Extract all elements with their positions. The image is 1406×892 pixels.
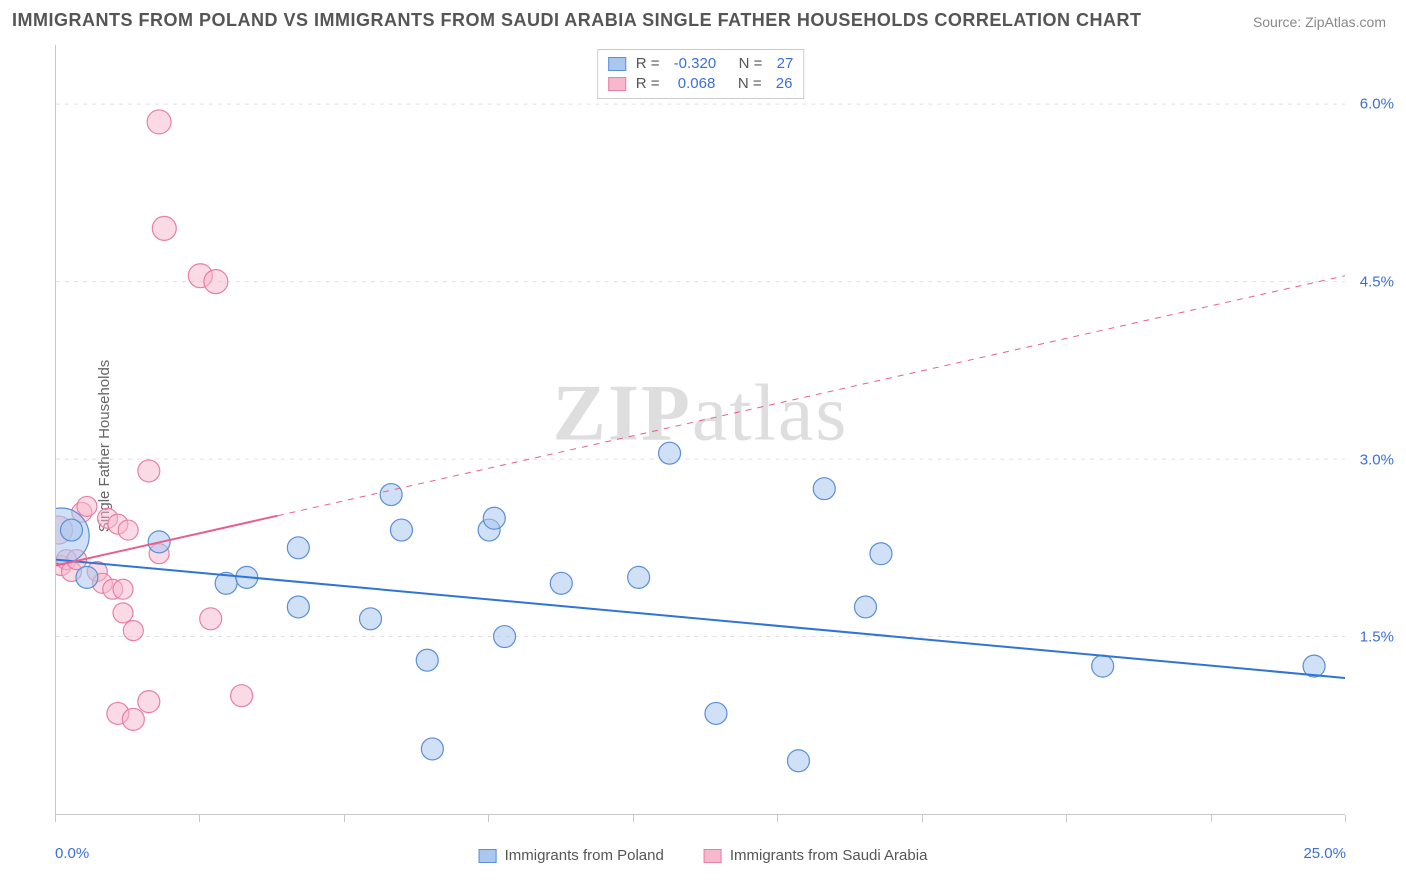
chart-title: IMMIGRANTS FROM POLAND VS IMMIGRANTS FRO…	[12, 10, 1141, 31]
legend-n-value: 26	[776, 74, 793, 94]
x-tick-label-min: 0.0%	[55, 845, 89, 862]
legend-bottom: Immigrants from Poland Immigrants from S…	[479, 847, 928, 864]
x-tick	[55, 815, 56, 822]
swatch-series-0	[608, 57, 626, 71]
source-label: Source: ZipAtlas.com	[1253, 14, 1386, 30]
x-tick	[1345, 815, 1346, 822]
x-tick	[922, 815, 923, 822]
swatch-series-1	[608, 77, 626, 91]
plot-area: R = -0.320 N = 27 R = 0.068 N = 26 ZIPat…	[55, 45, 1345, 815]
legend-r-label: R =	[636, 54, 664, 74]
legend-r-value: -0.320	[674, 54, 717, 74]
legend-stats-row: R = -0.320 N = 27	[608, 54, 794, 74]
y-tick-label: 1.5%	[1360, 629, 1394, 646]
y-tick-label: 4.5%	[1360, 273, 1394, 290]
legend-n-label: N =	[725, 74, 765, 94]
legend-n-value: 27	[777, 54, 794, 74]
y-tick-label: 6.0%	[1360, 96, 1394, 113]
x-tick	[633, 815, 634, 822]
x-tick-label-max: 25.0%	[1303, 845, 1346, 862]
legend-n-label: N =	[726, 54, 766, 74]
legend-stats: R = -0.320 N = 27 R = 0.068 N = 26	[597, 49, 805, 99]
x-tick	[344, 815, 345, 822]
x-tick	[199, 815, 200, 822]
legend-r-label: R =	[636, 74, 664, 94]
swatch-series-0	[479, 849, 497, 863]
x-tick	[777, 815, 778, 822]
x-tick	[1211, 815, 1212, 822]
swatch-series-1	[704, 849, 722, 863]
legend-label: Immigrants from Saudi Arabia	[730, 847, 928, 864]
y-tick-label: 3.0%	[1360, 451, 1394, 468]
legend-item: Immigrants from Saudi Arabia	[704, 847, 928, 864]
legend-r-value: 0.068	[674, 74, 716, 94]
x-tick	[488, 815, 489, 822]
legend-label: Immigrants from Poland	[505, 847, 664, 864]
chart-svg	[56, 45, 1345, 814]
x-tick	[1066, 815, 1067, 822]
legend-stats-row: R = 0.068 N = 26	[608, 74, 794, 94]
legend-item: Immigrants from Poland	[479, 847, 664, 864]
